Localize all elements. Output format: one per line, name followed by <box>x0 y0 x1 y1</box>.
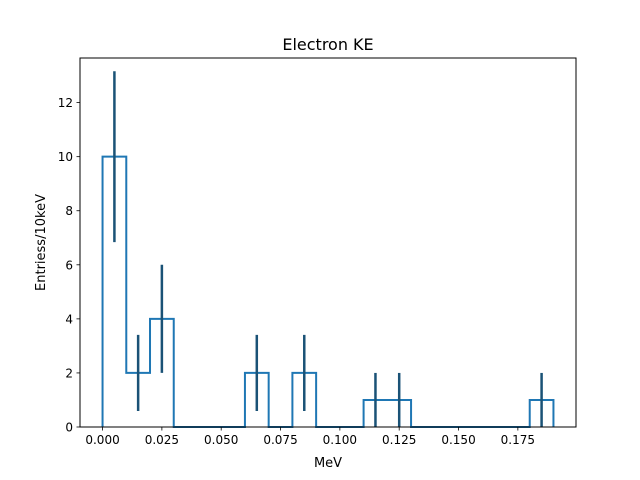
y-tick-label: 6 <box>65 258 73 272</box>
y-axis-ticks: 0 2 4 6 8 10 12 <box>58 96 80 435</box>
x-tick-label: 0.125 <box>382 433 416 447</box>
y-tick-label: 8 <box>65 204 73 218</box>
x-tick-label: 0.050 <box>204 433 238 447</box>
y-tick-label: 4 <box>65 312 73 326</box>
y-axis-label: Entriess/10keV <box>34 194 49 291</box>
x-axis-label: MeV <box>314 456 342 471</box>
x-tick-label: 0.025 <box>145 433 179 447</box>
x-tick-label: 0.175 <box>501 433 535 447</box>
y-tick-label: 10 <box>58 150 73 164</box>
x-tick-label: 0.000 <box>85 433 119 447</box>
y-tick-label: 12 <box>58 96 73 110</box>
y-tick-label: 0 <box>65 421 73 435</box>
x-tick-label: 0.075 <box>263 433 297 447</box>
chart-title: Electron KE <box>282 35 373 54</box>
axes-frame <box>79 57 577 428</box>
x-tick-label: 0.150 <box>441 433 475 447</box>
x-tick-label: 0.100 <box>323 433 357 447</box>
x-axis-ticks: 0.000 0.025 0.050 0.075 0.100 0.125 0.150 0.175 <box>85 427 535 447</box>
y-tick-label: 2 <box>65 366 73 380</box>
